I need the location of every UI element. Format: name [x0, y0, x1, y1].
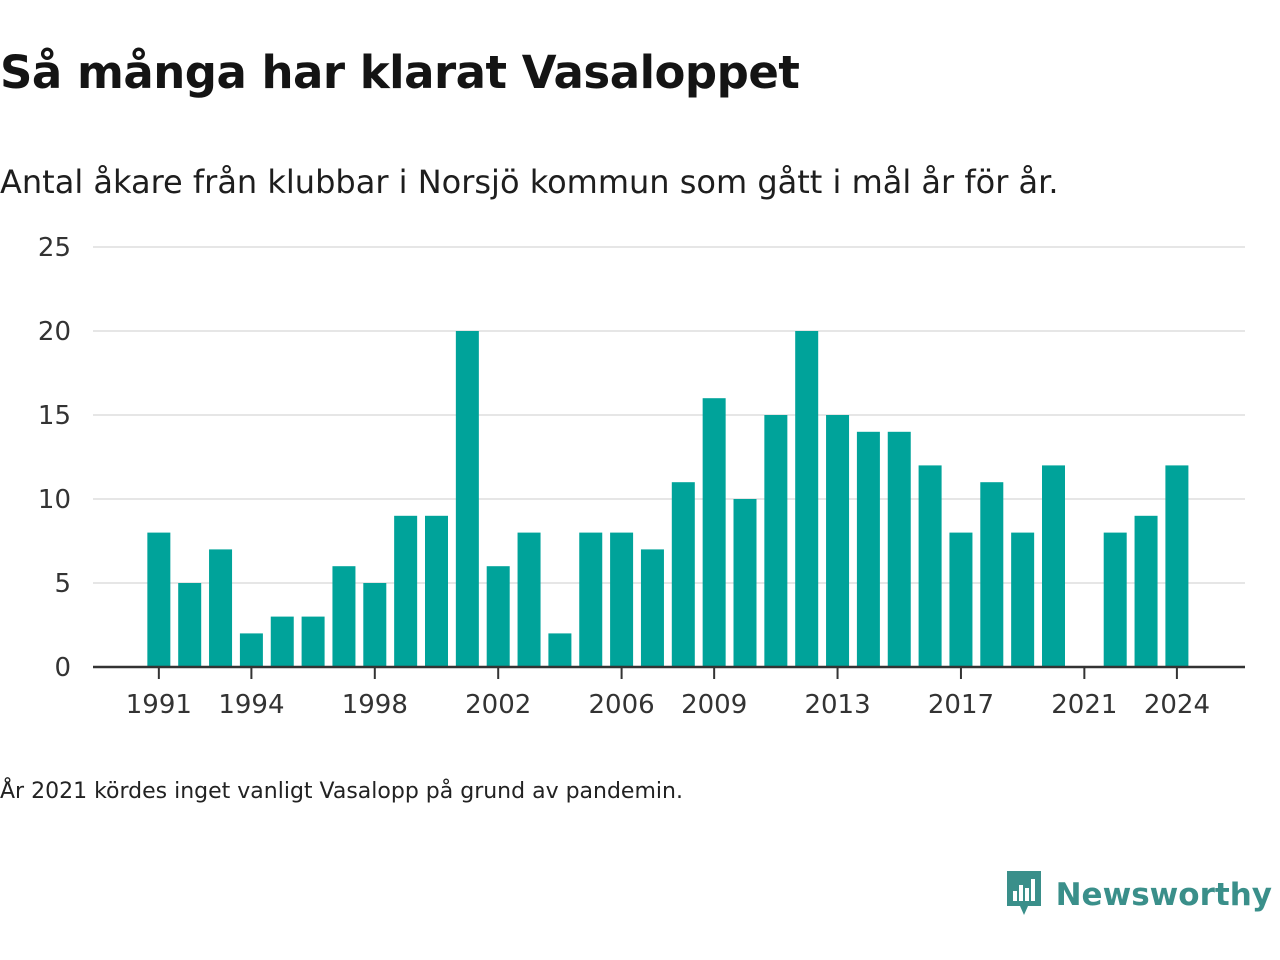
newsworthy-logo-icon [1004, 868, 1044, 922]
x-tick-label: 2017 [928, 690, 994, 720]
bar [795, 331, 819, 667]
bar [610, 532, 634, 667]
chart-subtitle: Antal åkare från klubbar i Norsjö kommun… [0, 163, 1059, 201]
y-tick-label: 10 [38, 485, 71, 515]
bar [640, 549, 664, 667]
bar [517, 532, 541, 667]
bar [1103, 532, 1127, 667]
brand-name: Newsworthy [1055, 877, 1272, 913]
x-tick-label: 2013 [804, 690, 870, 720]
bar [425, 515, 448, 667]
x-tick-label: 2024 [1144, 690, 1210, 720]
x-tick-label: 1994 [218, 690, 284, 720]
bar [1042, 465, 1065, 667]
bar [702, 398, 726, 667]
y-tick-label: 0 [54, 653, 71, 683]
bar [671, 482, 695, 667]
bar [209, 549, 233, 667]
bar [363, 583, 387, 667]
gridlines [93, 246, 1245, 584]
bar [980, 482, 1004, 667]
x-tick-label: 1998 [342, 690, 408, 720]
bars [147, 331, 1189, 667]
bar [178, 583, 202, 667]
bar [455, 331, 479, 667]
y-tick-label: 25 [38, 233, 71, 263]
bar [1165, 465, 1189, 667]
bar [949, 532, 973, 667]
x-tick-label: 2009 [681, 690, 747, 720]
bar [1011, 532, 1035, 667]
bar [486, 566, 510, 667]
x-tick-label: 1991 [126, 690, 192, 720]
bar [764, 415, 788, 667]
footnote: År 2021 kördes inget vanligt Vasalopp på… [0, 779, 683, 804]
chart-title: Så många har klarat Vasaloppet [0, 46, 800, 99]
x-tick-label: 2002 [465, 690, 531, 720]
x-tick-label: 2006 [589, 690, 655, 720]
bar [826, 415, 850, 667]
x-tick-label: 2021 [1051, 690, 1117, 720]
y-axis-ticks: 0 5 10 15 20 25 [38, 233, 71, 683]
y-tick-label: 20 [38, 317, 71, 347]
y-tick-label: 15 [38, 401, 71, 431]
bar [147, 532, 171, 667]
bar [239, 633, 263, 667]
bar [270, 616, 294, 667]
bar [887, 431, 911, 667]
bar [548, 633, 572, 667]
x-axis-ticks: 1991 1994 1998 2002 2006 2009 2013 2017 2021 2024 [126, 667, 1210, 720]
bar [394, 515, 418, 667]
bar [733, 499, 757, 667]
newsworthy-brand: Newsworthy [1004, 868, 1272, 922]
bar-chart: 0 5 10 15 20 25 1991 1994 1998 2002 2006 2009 2013 2… [38, 233, 1245, 720]
bar [332, 566, 356, 667]
bar [918, 465, 942, 667]
y-tick-label: 5 [54, 569, 71, 599]
bar [579, 532, 603, 667]
bar [1134, 515, 1158, 667]
bar [301, 616, 325, 667]
bar [856, 431, 880, 667]
